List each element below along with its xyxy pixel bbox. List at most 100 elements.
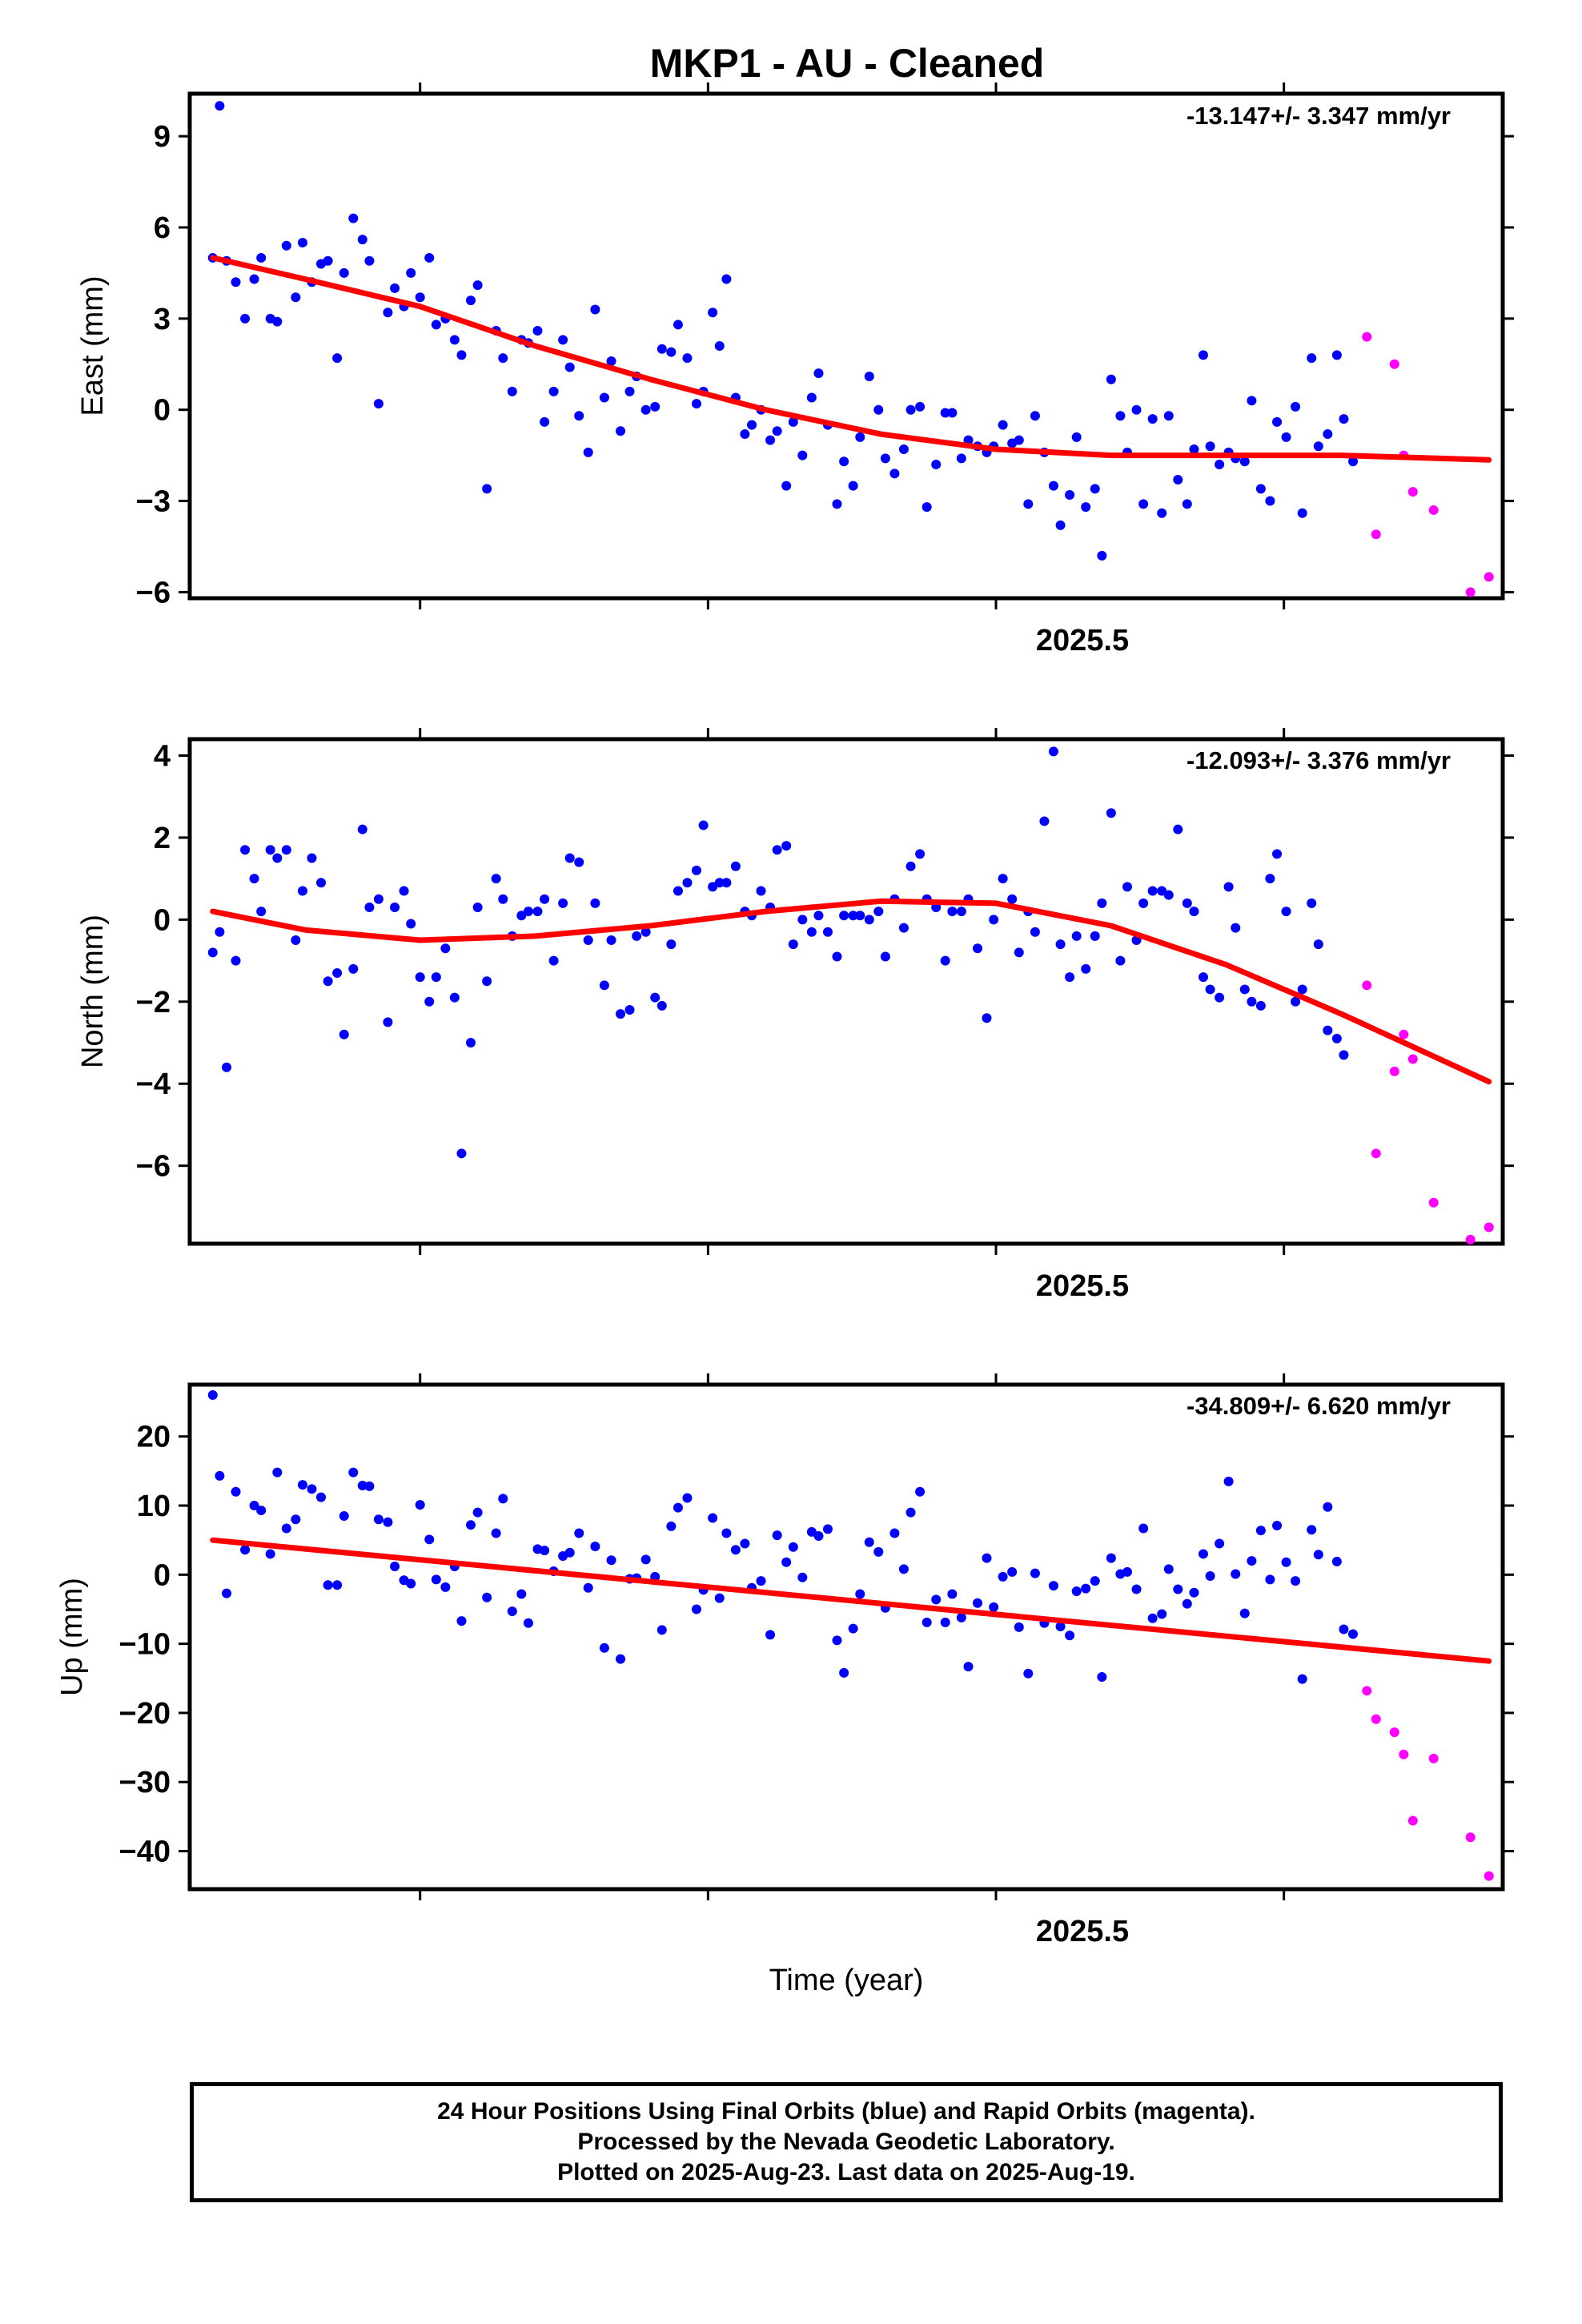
up-final-orbit-point <box>1339 1624 1349 1634</box>
footer-line-3: Plotted on 2025-Aug-23. Last data on 202… <box>557 2159 1135 2185</box>
east-final-orbit-point <box>249 274 259 284</box>
up-final-orbit-point <box>323 1580 333 1590</box>
north-rapid-orbit-point <box>1428 1197 1439 1208</box>
up-rapid-orbit-point <box>1399 1749 1409 1759</box>
up-final-orbit-point <box>1239 1608 1250 1618</box>
east-final-orbit-point <box>864 371 874 381</box>
east-final-orbit-point <box>272 316 283 327</box>
up-final-orbit-point <box>316 1492 326 1502</box>
north-final-orbit-point <box>1313 939 1323 950</box>
east-final-orbit-point <box>956 453 966 464</box>
east-final-orbit-point <box>1323 429 1333 440</box>
east-final-orbit-point <box>721 274 732 284</box>
up-rapid-orbit-point <box>1389 1727 1399 1738</box>
north-final-orbit-point <box>1055 939 1066 950</box>
north-rapid-orbit-point <box>1389 1066 1399 1076</box>
north-final-orbit-point <box>832 951 842 962</box>
up-final-orbit-point <box>373 1514 383 1525</box>
north-final-orbit-point <box>632 931 642 941</box>
north-final-orbit-point <box>915 849 926 859</box>
east-final-orbit-point <box>1157 508 1167 518</box>
north-final-orbit-point <box>721 878 732 888</box>
north-final-orbit-point <box>673 886 683 896</box>
up-final-orbit-point <box>415 1500 425 1510</box>
north-final-orbit-point <box>1297 984 1307 995</box>
east-final-orbit-point <box>931 460 942 470</box>
north-final-orbit-point <box>1071 931 1082 941</box>
up-final-orbit-point <box>590 1541 600 1551</box>
up-final-orbit-point <box>1331 1556 1342 1566</box>
east-final-orbit-point <box>873 404 884 415</box>
east-final-orbit-point <box>1147 414 1158 424</box>
east-final-orbit-point <box>998 420 1008 430</box>
up-final-orbit-point <box>440 1582 451 1592</box>
north-final-orbit-point <box>1223 882 1234 892</box>
up-final-orbit-point <box>523 1618 533 1628</box>
up-final-orbit-point <box>1097 1672 1107 1683</box>
up-final-orbit-point <box>931 1594 942 1605</box>
north-final-orbit-point <box>1323 1025 1333 1035</box>
north-final-orbit-point <box>813 911 824 921</box>
up-final-orbit-point <box>998 1571 1008 1582</box>
east-y-tick-label: 3 <box>154 303 171 336</box>
east-final-orbit-point <box>905 404 916 415</box>
north-final-orbit-point <box>339 1029 349 1039</box>
north-final-orbit-point <box>956 907 966 917</box>
north-final-orbit-point <box>1030 927 1040 937</box>
east-y-tick-label: −6 <box>136 576 171 609</box>
east-final-orbit-point <box>921 502 932 513</box>
north-panel: North (mm) -12.093+/- 3.376 mm/yr 2025.5… <box>76 728 1514 1303</box>
east-final-orbit-point <box>1115 411 1126 421</box>
up-final-orbit-point <box>390 1561 400 1571</box>
north-final-orbit-point <box>788 939 798 950</box>
north-final-orbit-point <box>1331 1033 1342 1043</box>
north-final-orbit-point <box>498 894 508 904</box>
east-axis-label: East (mm) <box>76 275 110 416</box>
east-final-orbit-point <box>564 362 575 372</box>
east-final-orbit-point <box>1055 520 1066 530</box>
east-final-orbit-point <box>813 368 824 379</box>
east-final-orbit-point <box>1065 489 1075 500</box>
up-final-orbit-point <box>357 1481 367 1490</box>
up-final-orbit-point <box>564 1547 575 1558</box>
up-rapid-orbit-point <box>1484 1871 1494 1881</box>
up-final-orbit-point <box>472 1507 483 1518</box>
up-final-orbit-point <box>281 1523 291 1534</box>
north-final-orbit-point <box>540 894 550 904</box>
north-final-orbit-point <box>650 992 661 1003</box>
north-final-orbit-point <box>558 898 568 908</box>
east-final-orbit-point <box>1030 411 1040 421</box>
east-final-orbit-point <box>1291 401 1301 412</box>
up-final-orbit-point <box>406 1578 416 1589</box>
east-final-orbit-point <box>1247 396 1257 406</box>
north-final-orbit-point <box>307 853 317 863</box>
up-final-orbit-point <box>1122 1566 1133 1577</box>
up-final-orbit-point <box>231 1486 241 1497</box>
north-final-orbit-point <box>1307 898 1317 908</box>
north-plot-frame <box>187 737 1505 1246</box>
north-final-orbit-point <box>390 903 400 912</box>
east-final-orbit-point <box>424 252 435 263</box>
east-y-tick-label: −3 <box>136 485 171 519</box>
up-final-orbit-point <box>781 1557 792 1567</box>
up-final-orbit-point <box>1297 1674 1307 1684</box>
north-final-orbit-point <box>323 976 333 987</box>
north-final-orbit-point <box>1291 996 1301 1007</box>
east-rapid-orbit-point <box>1407 487 1418 497</box>
east-final-orbit-point <box>1163 411 1174 421</box>
north-final-orbit-point <box>730 861 741 871</box>
up-final-orbit-point <box>1071 1586 1082 1597</box>
north-final-orbit-point <box>666 939 677 950</box>
east-final-orbit-point <box>1215 460 1225 470</box>
east-final-orbit-point <box>431 320 441 330</box>
up-final-orbit-point <box>256 1506 267 1516</box>
north-final-orbit-point <box>415 972 425 983</box>
north-rapid-orbit-point <box>1399 1029 1409 1039</box>
north-final-orbit-point <box>982 1013 992 1023</box>
north-final-orbit-point <box>756 886 766 896</box>
up-final-orbit-point <box>915 1486 926 1497</box>
up-final-orbit-point <box>691 1604 701 1614</box>
east-rapid-orbit-point <box>1389 359 1399 369</box>
up-final-orbit-point <box>982 1553 992 1563</box>
